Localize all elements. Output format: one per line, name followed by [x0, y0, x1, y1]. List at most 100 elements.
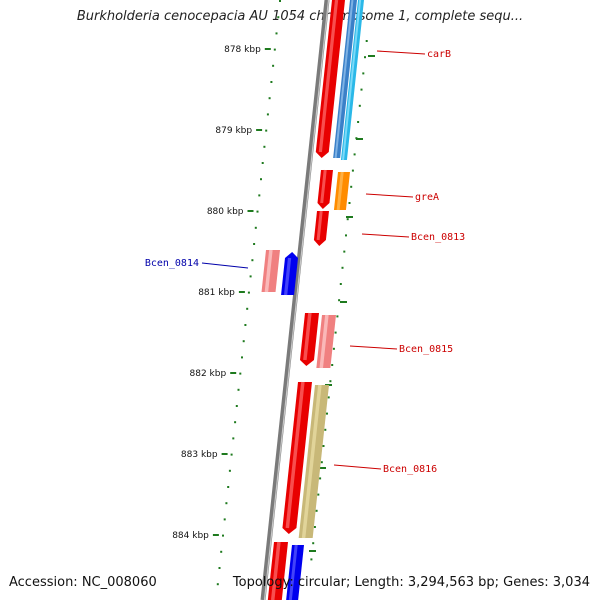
inner-tick-dot — [353, 153, 356, 156]
minor-tick-dot — [242, 340, 245, 343]
minor-tick-dot — [241, 356, 243, 359]
inner-tick-dot — [312, 542, 315, 545]
kbp-tick-label: 878 kbp — [224, 45, 261, 55]
gene-leader-line — [201, 262, 249, 269]
kbp-tick-label: 884 kbp — [172, 531, 209, 541]
gene-bar-greA-red — [317, 169, 333, 209]
minor-tick-dot — [225, 502, 228, 505]
gene-leader-line — [361, 233, 410, 238]
inner-tick-dot — [329, 380, 332, 383]
minor-tick-dot — [273, 48, 276, 51]
inner-tick-dot — [358, 104, 361, 107]
minor-tick-dot — [239, 372, 242, 375]
minor-tick-dot — [261, 162, 264, 164]
minor-tick-dot — [268, 97, 271, 100]
minor-tick-dot — [266, 113, 269, 116]
inner-tick-dot — [336, 315, 339, 318]
minor-tick-dot — [222, 534, 224, 537]
inner-tick-dot — [319, 477, 322, 480]
gene-bar-Bcen_0815-red — [299, 312, 319, 366]
inner-tick-dot — [346, 218, 349, 221]
inner-tick-dot — [362, 72, 365, 75]
inner-tick-dot — [365, 40, 368, 42]
gene-bar-Bcen_0816-tan — [298, 384, 329, 539]
inner-tick-dot — [317, 493, 320, 496]
inner-tick-dot — [331, 364, 334, 366]
minor-tick-dot — [232, 437, 235, 440]
gene-label-greA: greA — [415, 192, 439, 203]
gene-label-Bcen_0813: Bcen_0813 — [411, 232, 465, 243]
kbp-tick-label: 882 kbp — [190, 369, 227, 379]
minor-tick-dots — [216, 0, 368, 586]
gene-bar-Bcen_0816-red — [282, 381, 312, 534]
minor-tick-dot — [244, 324, 247, 326]
gene-label-Bcen_0815: Bcen_0815 — [399, 344, 453, 355]
minor-tick-dot — [230, 453, 233, 456]
inner-tick-dot — [343, 250, 346, 253]
gene-bar-bottom-blue — [286, 544, 304, 600]
gene-bar-Bcen_0814-blue — [281, 252, 298, 296]
gene-bar-Bcen_0813 — [313, 210, 329, 246]
kbp-tick-label: 883 kbp — [181, 450, 218, 460]
inner-tick-dot — [360, 88, 363, 91]
minor-tick-dot — [265, 129, 268, 132]
inner-tick-dot — [332, 347, 335, 350]
kbp-tick-label: 881 kbp — [198, 288, 235, 298]
topology-summary: Topology: circular; Length: 3,294,563 bp… — [232, 575, 590, 590]
kbp-ticks: 878 kbp 879 kbp 880 kbp 881 kbp 882 kbp 883 k… — [172, 45, 375, 552]
inner-tick-dot — [348, 202, 351, 204]
minor-tick-dot — [254, 226, 257, 229]
minor-tick-dot — [260, 178, 262, 181]
minor-tick-dot — [253, 243, 256, 245]
minor-tick-dot — [223, 518, 226, 521]
gene-leader-line — [376, 50, 426, 55]
gene-bar-greA-orange — [333, 171, 350, 211]
minor-tick-dot — [247, 291, 250, 294]
inner-tick-dot — [364, 56, 366, 59]
minor-tick-dot — [279, 0, 281, 2]
gene-bar-carB-cyan — [340, 0, 364, 161]
minor-tick-dot — [256, 210, 259, 213]
minor-tick-dot — [258, 194, 261, 197]
gene-bar-carB-blue — [333, 0, 357, 159]
minor-tick-dot — [270, 81, 273, 83]
gene-label-Bcen_0814: Bcen_0814 — [145, 258, 199, 269]
minor-tick-dot — [237, 388, 240, 391]
minor-tick-dot — [246, 307, 249, 310]
inner-tick-dot — [341, 266, 344, 269]
gene-bar-Bcen_0814-pink — [261, 249, 280, 293]
inner-tick-dot — [315, 509, 318, 512]
minor-tick-dot — [218, 567, 221, 569]
minor-tick-dot — [234, 421, 237, 424]
inner-tick-dot — [322, 445, 325, 447]
gene-labels: carB greA Bcen_0813 Bcen_0814 Bcen_0815 Bcen_… — [145, 49, 465, 475]
gene-features — [261, 0, 364, 600]
inner-tick-dot — [351, 169, 354, 172]
gene-bar-bottom-red — [267, 541, 288, 600]
inner-tick-dot — [327, 396, 330, 399]
inner-tick-dot — [326, 412, 328, 415]
minor-tick-dot — [227, 486, 230, 488]
accession-label: Accession: NC_008060 — [9, 575, 157, 590]
kbp-tick-label: 880 kbp — [207, 207, 244, 217]
minor-tick-dot — [251, 259, 254, 262]
map-title: Burkholderia cenocepacia AU 1054 chromos… — [76, 9, 524, 24]
inner-tick-dot — [339, 283, 342, 285]
minor-tick-dot — [249, 275, 252, 278]
minor-tick-dot — [263, 145, 266, 148]
gene-bar-carB-red — [315, 0, 345, 158]
inner-tick-dot — [345, 234, 347, 237]
inner-tick-dot — [338, 299, 341, 302]
inner-tick-dot — [334, 331, 337, 334]
gene-leader-line — [333, 464, 382, 470]
inner-tick-dot — [310, 558, 313, 561]
gene-bar-Bcen_0815-pink — [316, 314, 336, 369]
minor-tick-dot — [275, 32, 278, 35]
gene-leader-line — [349, 345, 398, 350]
minor-tick-dot — [216, 583, 219, 586]
minor-tick-dot — [228, 469, 231, 472]
inner-tick-dot — [313, 526, 316, 528]
minor-tick-dot — [277, 16, 280, 19]
inner-tick-dot — [357, 121, 360, 123]
